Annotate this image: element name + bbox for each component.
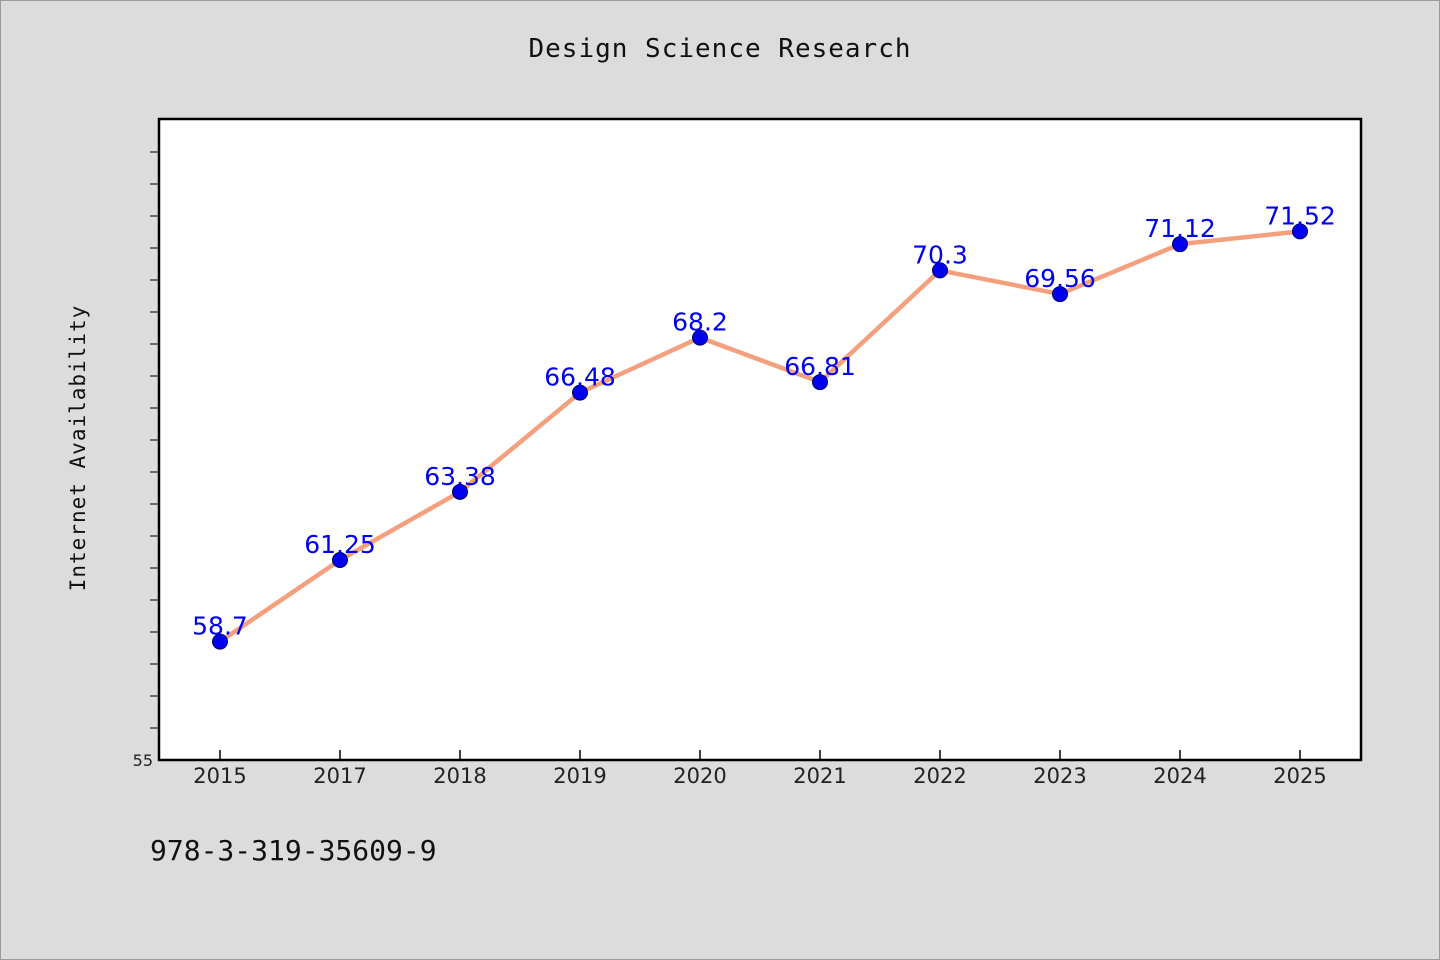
y-axis-ticks (150, 151, 159, 729)
y-tick-label-55: 55 (133, 751, 153, 770)
x-tick-label-2017: 2017 (313, 764, 366, 788)
data-point-2025 (1292, 223, 1308, 240)
data-point-2020 (692, 329, 708, 346)
data-labels: 58.7 61.25 63.38 66.48 68.2 66.81 70.3 69.56 71.… (192, 201, 1336, 640)
x-tick-label-2020: 2020 (673, 764, 726, 788)
data-label-2017: 61.25 (304, 530, 376, 559)
data-point-2015 (212, 633, 228, 650)
x-axis-ticks: 2015 2017 2018 2019 2020 2021 2022 2023 2024 2025 (193, 750, 1327, 788)
x-tick-label-2023: 2023 (1033, 764, 1086, 788)
x-tick-label-2019: 2019 (553, 764, 606, 788)
data-label-2019: 66.48 (544, 363, 616, 392)
x-tick-label-2015: 2015 (193, 764, 246, 788)
data-label-2015: 58.7 (192, 612, 248, 641)
data-point-2018 (452, 483, 468, 500)
series-line (217, 229, 1303, 644)
data-label-2024: 71.12 (1144, 214, 1216, 243)
data-label-2023: 69.56 (1024, 264, 1096, 293)
x-tick-label-2025: 2025 (1273, 764, 1326, 788)
x-tick-label-2022: 2022 (913, 764, 966, 788)
x-tick-label-2024: 2024 (1153, 764, 1206, 788)
data-point-2021 (812, 374, 828, 391)
x-tick-label-2018: 2018 (433, 764, 486, 788)
data-label-2018: 63.38 (424, 462, 496, 491)
series-group (212, 223, 1308, 650)
y-axis-label: Internet Availability (66, 305, 90, 592)
data-label-2021: 66.81 (784, 352, 856, 381)
data-point-2024 (1172, 236, 1188, 253)
data-label-2022: 70.3 (912, 240, 968, 269)
chart-title: Design Science Research (528, 34, 912, 64)
footer-identifier: 978-3-319-35609-9 (150, 834, 437, 867)
data-point-2022 (932, 262, 948, 279)
data-point-2019 (572, 384, 588, 401)
data-point-2017 (332, 552, 348, 568)
plot-area (157, 117, 1363, 762)
data-label-2025: 71.52 (1264, 201, 1336, 230)
data-label-2020: 68.2 (672, 308, 728, 337)
x-tick-label-2021: 2021 (793, 764, 846, 788)
data-point-2023 (1052, 286, 1068, 303)
